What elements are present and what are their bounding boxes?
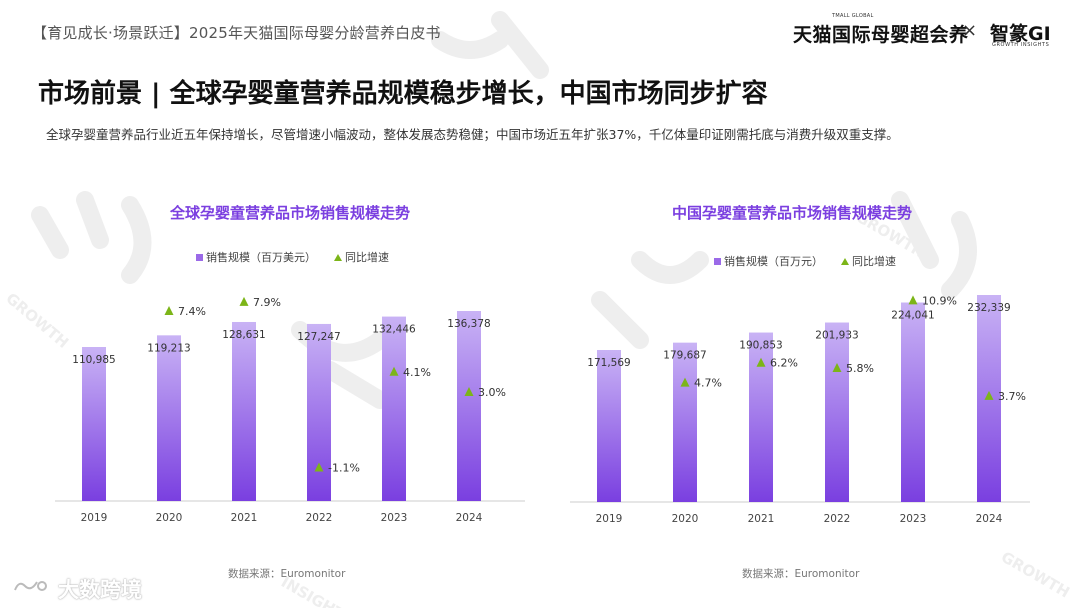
growth-marker <box>464 387 474 396</box>
legend-label-growth: 同比增速 <box>852 255 896 268</box>
growth-marker <box>984 390 994 400</box>
bar <box>673 342 697 502</box>
bar <box>901 302 925 502</box>
x-tick-label: 2019 <box>596 513 623 525</box>
bar <box>457 311 481 501</box>
growth-value-label: 4.7% <box>694 377 722 390</box>
zhizhuan-brand-logo: 智篆GI <box>990 23 1051 45</box>
x-tick-label: 2021 <box>748 513 775 525</box>
report-title: 【育见成长·场景跃迁】2025年天猫国际母婴分龄营养白皮书 <box>32 24 441 42</box>
legend-swatch-bar <box>714 257 721 265</box>
bar-value-label: 232,339 <box>967 302 1010 314</box>
bar-value-label: 128,631 <box>222 329 265 341</box>
tmall-brand-logo: 天猫国际母婴超会养 <box>793 24 969 46</box>
growth-value-label: 6.2% <box>770 357 798 370</box>
x-tick-label: 2022 <box>824 513 851 525</box>
x-tick-label: 2024 <box>976 513 1003 525</box>
bar <box>825 322 849 502</box>
chart-title-global: 全球孕婴童营养品市场销售规模走势 <box>169 204 410 222</box>
growth-value-label: -1.1% <box>328 461 360 474</box>
x-tick-label: 2020 <box>156 512 183 524</box>
growth-marker <box>908 295 918 305</box>
x-tick-label: 2019 <box>81 512 108 524</box>
header-bar: 【育见成长·场景跃迁】2025年天猫国际母婴分龄营养白皮书 TMALL GLOB… <box>0 0 1080 48</box>
bar-value-label: 132,446 <box>372 324 416 336</box>
bar-value-label: 136,378 <box>447 318 490 330</box>
page-title: 市场前景 | 全球孕婴童营养品规模稳步增长，中国市场同步扩容 <box>38 79 768 109</box>
growth-value-label: 3.0% <box>478 386 506 399</box>
tmall-global-sublabel: TMALL GLOBAL <box>832 13 874 19</box>
x-tick-label: 2022 <box>306 512 333 524</box>
bar-value-label: 190,853 <box>739 340 782 352</box>
growth-marker <box>756 357 766 367</box>
growth-marker <box>314 462 324 472</box>
chart-global: 110,985 2019 119,213 2020 7.4% 128,631 2021 7.9… <box>55 296 525 524</box>
bar-value-label: 127,247 <box>297 331 340 343</box>
svg-text:GROWTH: GROWTH <box>998 548 1073 602</box>
chart-legend-global: 销售规模（百万美元） 同比增速 <box>196 249 389 265</box>
footer-logo-text: 大数跨境 <box>58 578 142 602</box>
legend-swatch-triangle <box>841 257 849 265</box>
bar <box>157 335 181 501</box>
x-tick-label: 2023 <box>381 512 408 524</box>
footer-logo-icon <box>14 581 47 591</box>
chart-title-china: 中国孕婴童营养品市场销售规模走势 <box>671 204 912 222</box>
bar-value-label: 179,687 <box>663 350 706 362</box>
bar-value-label: 110,985 <box>72 354 115 366</box>
x-tick-label: 2020 <box>672 513 699 525</box>
chart-legend-china: 销售规模（百万元） 同比增速 <box>714 253 896 269</box>
bar-value-label: 201,933 <box>815 330 858 342</box>
growth-value-label: 3.7% <box>998 390 1026 403</box>
growth-marker <box>832 363 842 373</box>
legend-swatch-bar <box>196 253 203 261</box>
bar <box>597 350 621 502</box>
page-subtitle: 全球孕婴童营养品行业近五年保持增长，尽管增速小幅波动，整体发展态势稳健；中国市场… <box>46 127 899 142</box>
growth-value-label: 7.4% <box>178 305 206 318</box>
source-china: 数据来源：Euromonitor <box>742 568 860 580</box>
legend-swatch-triangle <box>334 253 342 261</box>
bar <box>82 347 106 501</box>
source-global: 数据来源：Euromonitor <box>228 568 346 580</box>
growth-value-label: 5.8% <box>846 362 874 375</box>
bar-value-label: 224,041 <box>891 310 934 322</box>
growth-value-label: 10.9% <box>922 294 957 307</box>
growth-value-label: 7.9% <box>253 296 281 309</box>
bar <box>382 316 406 501</box>
brand-separator: × <box>962 20 978 41</box>
growth-marker <box>239 296 249 306</box>
bar <box>232 321 256 501</box>
legend-label-sales: 销售规模（百万美元） <box>206 251 316 264</box>
x-tick-label: 2023 <box>900 513 927 525</box>
growth-insights-sublabel: GROWTH INSIGHTS <box>992 42 1050 48</box>
legend-label-growth: 同比增速 <box>345 251 389 264</box>
legend-label-sales: 销售规模（百万元） <box>724 255 823 268</box>
growth-marker <box>389 366 399 376</box>
bar-value-label: 119,213 <box>147 342 190 354</box>
growth-value-label: 4.1% <box>403 366 431 379</box>
bar <box>307 323 331 501</box>
growth-marker <box>680 377 690 387</box>
bar-value-label: 171,569 <box>587 357 630 369</box>
x-tick-label: 2024 <box>456 512 483 524</box>
x-tick-label: 2021 <box>231 512 258 524</box>
growth-marker <box>164 306 174 316</box>
chart-china: 171,569 2019 179,687 2020 4.7% 190,853 2021 6.2… <box>570 294 1030 525</box>
